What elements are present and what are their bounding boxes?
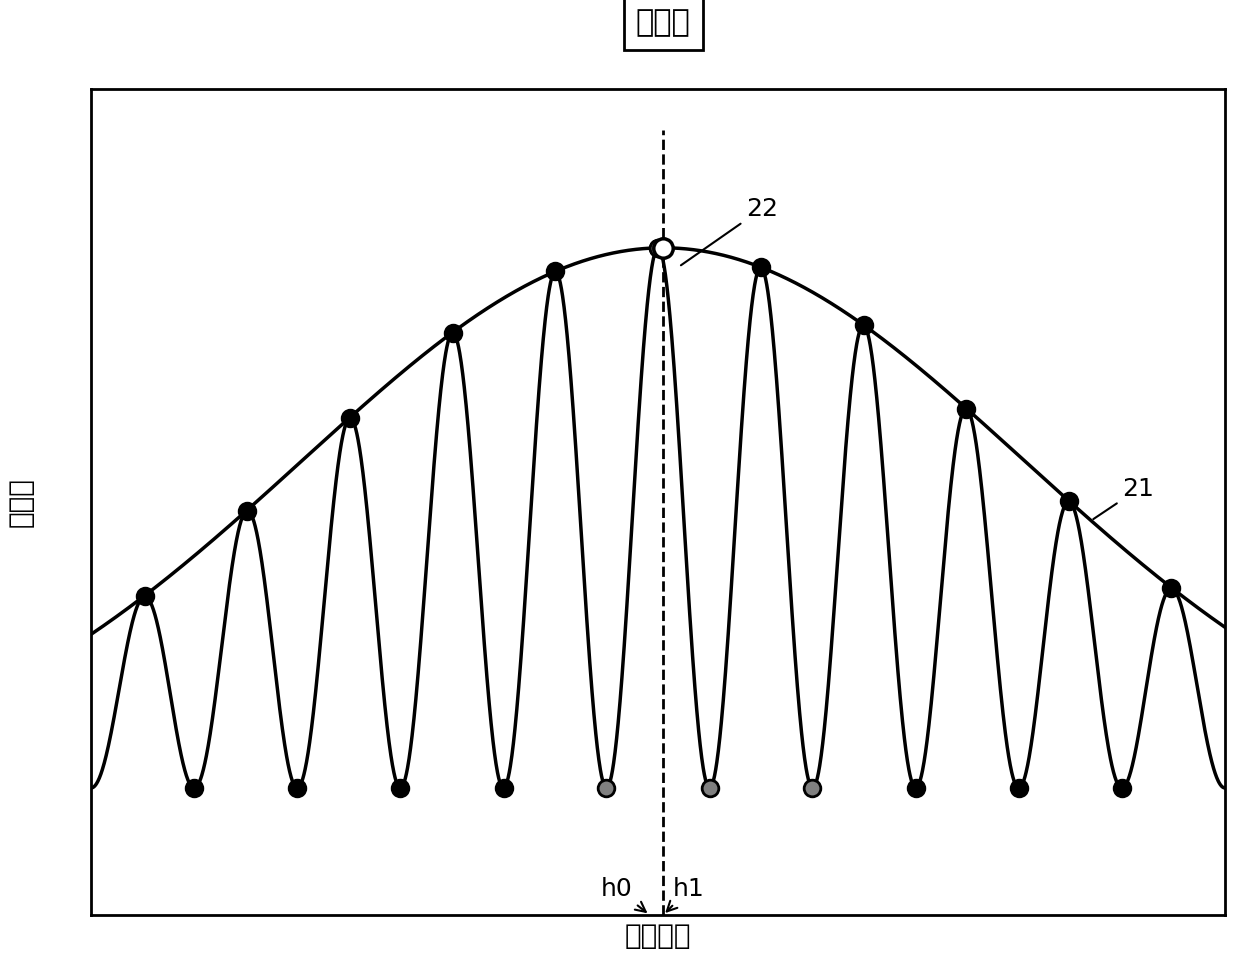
Text: h1: h1 — [667, 877, 704, 911]
Text: 22: 22 — [681, 197, 777, 265]
Text: 零级次: 零级次 — [636, 9, 691, 38]
Y-axis label: 光强度: 光强度 — [6, 477, 35, 527]
Text: 21: 21 — [1094, 478, 1153, 519]
Text: h0: h0 — [601, 877, 646, 912]
X-axis label: 扫描位置: 扫描位置 — [625, 922, 691, 950]
